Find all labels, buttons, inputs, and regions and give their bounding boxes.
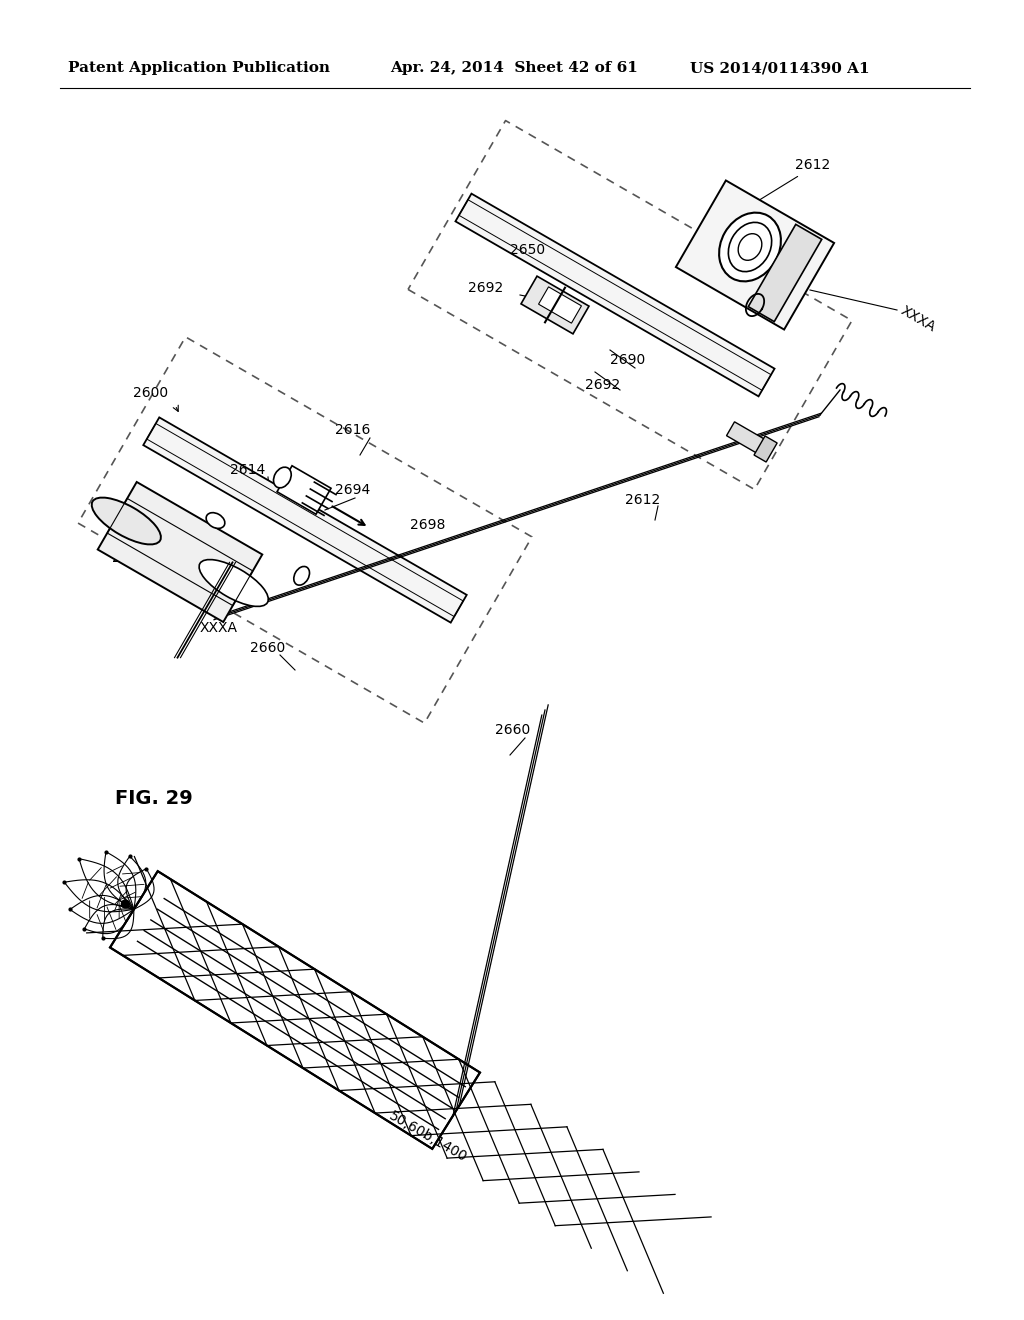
Ellipse shape	[273, 467, 291, 488]
Polygon shape	[278, 466, 331, 515]
Polygon shape	[456, 194, 774, 396]
Text: 50,60b,1400: 50,60b,1400	[386, 1109, 470, 1166]
Ellipse shape	[738, 234, 762, 260]
Ellipse shape	[199, 560, 268, 606]
Text: XXXA: XXXA	[898, 304, 938, 335]
Ellipse shape	[728, 222, 772, 272]
Polygon shape	[676, 181, 835, 330]
Text: 2612: 2612	[795, 158, 830, 172]
Polygon shape	[754, 436, 777, 462]
Text: FIG. 29: FIG. 29	[115, 788, 193, 808]
Text: 2616: 2616	[112, 550, 147, 565]
Polygon shape	[143, 417, 467, 623]
Polygon shape	[726, 422, 773, 458]
Polygon shape	[539, 286, 582, 323]
Text: 2694: 2694	[335, 483, 371, 498]
Text: XXXA: XXXA	[200, 620, 238, 635]
Text: 2698: 2698	[410, 517, 445, 532]
Text: US 2014/0114390 A1: US 2014/0114390 A1	[690, 61, 869, 75]
Polygon shape	[97, 482, 262, 622]
Text: 2690: 2690	[610, 352, 645, 367]
Text: 2650: 2650	[510, 243, 545, 257]
Text: Patent Application Publication: Patent Application Publication	[68, 61, 330, 75]
Ellipse shape	[92, 498, 161, 544]
Text: 2612: 2612	[625, 492, 660, 507]
Polygon shape	[749, 224, 821, 322]
Ellipse shape	[206, 512, 225, 528]
Ellipse shape	[719, 213, 781, 281]
Text: 2660: 2660	[250, 642, 286, 655]
Text: 2600: 2600	[133, 385, 168, 400]
Circle shape	[122, 900, 129, 908]
Polygon shape	[110, 871, 480, 1148]
Text: 2614: 2614	[230, 463, 265, 477]
Ellipse shape	[294, 566, 309, 585]
Text: Apr. 24, 2014  Sheet 42 of 61: Apr. 24, 2014 Sheet 42 of 61	[390, 61, 638, 75]
Text: 2660: 2660	[495, 723, 530, 737]
Text: 2692: 2692	[585, 378, 621, 392]
Text: 2616: 2616	[335, 422, 371, 437]
Polygon shape	[521, 276, 589, 334]
Text: 2692: 2692	[468, 281, 503, 294]
